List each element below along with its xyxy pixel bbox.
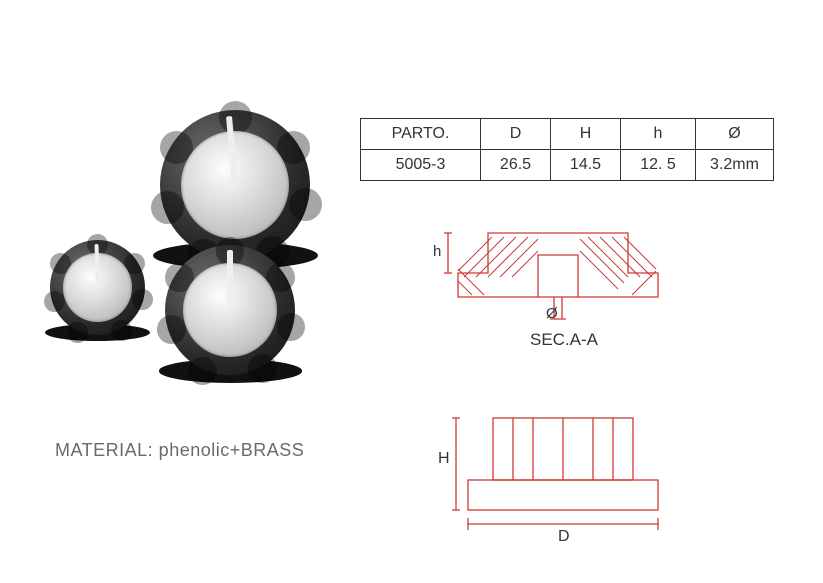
td-H: 14.5	[551, 150, 621, 181]
knob-medium	[165, 245, 295, 375]
td-dia: 3.2mm	[696, 150, 774, 181]
dim-H-label: H	[438, 450, 450, 468]
material-label: MATERIAL: phenolic+BRASS	[55, 440, 304, 461]
table-row: 5005-3 26.5 14.5 12. 5 3.2mm	[361, 150, 774, 181]
dim-phi-label: Ø	[546, 305, 558, 322]
td-parto: 5005-3	[361, 150, 481, 181]
th-dia: Ø	[696, 119, 774, 150]
dim-h-label: h	[433, 243, 441, 260]
table-header-row: PARTO. D H h Ø	[361, 119, 774, 150]
knob-small	[50, 240, 145, 335]
section-label: SEC.A-A	[530, 330, 598, 350]
th-d: D	[481, 119, 551, 150]
product-photo	[50, 110, 340, 380]
dim-D-label: D	[558, 528, 570, 546]
th-H: H	[551, 119, 621, 150]
td-hh: 12. 5	[621, 150, 696, 181]
th-hh: h	[621, 119, 696, 150]
th-parto: PARTO.	[361, 119, 481, 150]
td-d: 26.5	[481, 150, 551, 181]
section-a-a-diagram	[428, 215, 688, 330]
spec-table: PARTO. D H h Ø 5005-3 26.5 14.5 12. 5 3.…	[360, 118, 774, 181]
front-elevation-diagram	[428, 400, 688, 540]
